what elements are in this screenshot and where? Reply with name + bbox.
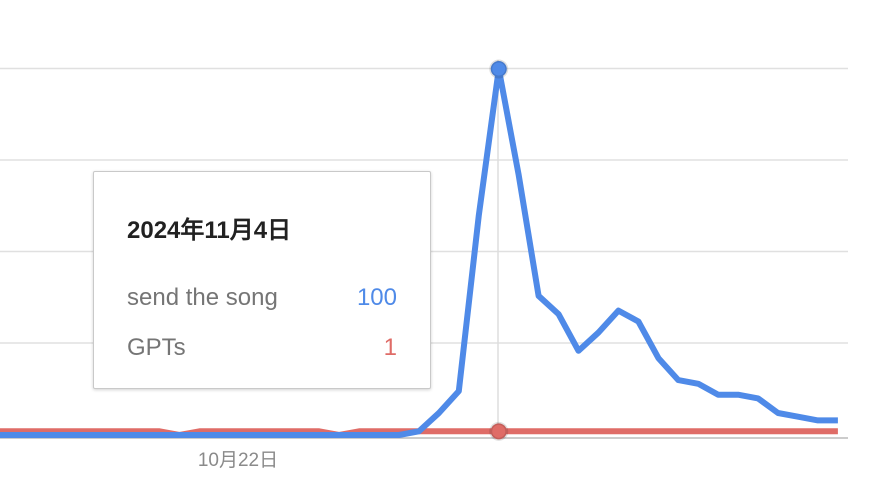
series-line-send-the-song	[0, 66, 838, 438]
tooltip-date: 2024年11月4日	[127, 217, 292, 244]
tooltip-series-value: 100	[356, 284, 397, 311]
tooltip-row-send-the-song: send the song 100	[127, 284, 397, 314]
x-tick-label: 10月22日	[198, 450, 278, 471]
tooltip-row-gpts: GPTs 1	[127, 334, 397, 364]
tooltip-series-value: 1	[383, 334, 397, 361]
series-layer	[0, 66, 838, 438]
tooltip-series-name: GPTs	[127, 334, 186, 361]
tooltip-series-name: send the song	[127, 284, 278, 311]
hover-tooltip: 2024年11月4日 send the song 100 GPTs 1	[93, 171, 431, 389]
hover-markers	[489, 59, 509, 441]
hover-point-gpts	[489, 421, 509, 441]
hover-point-send-the-song	[489, 59, 509, 79]
